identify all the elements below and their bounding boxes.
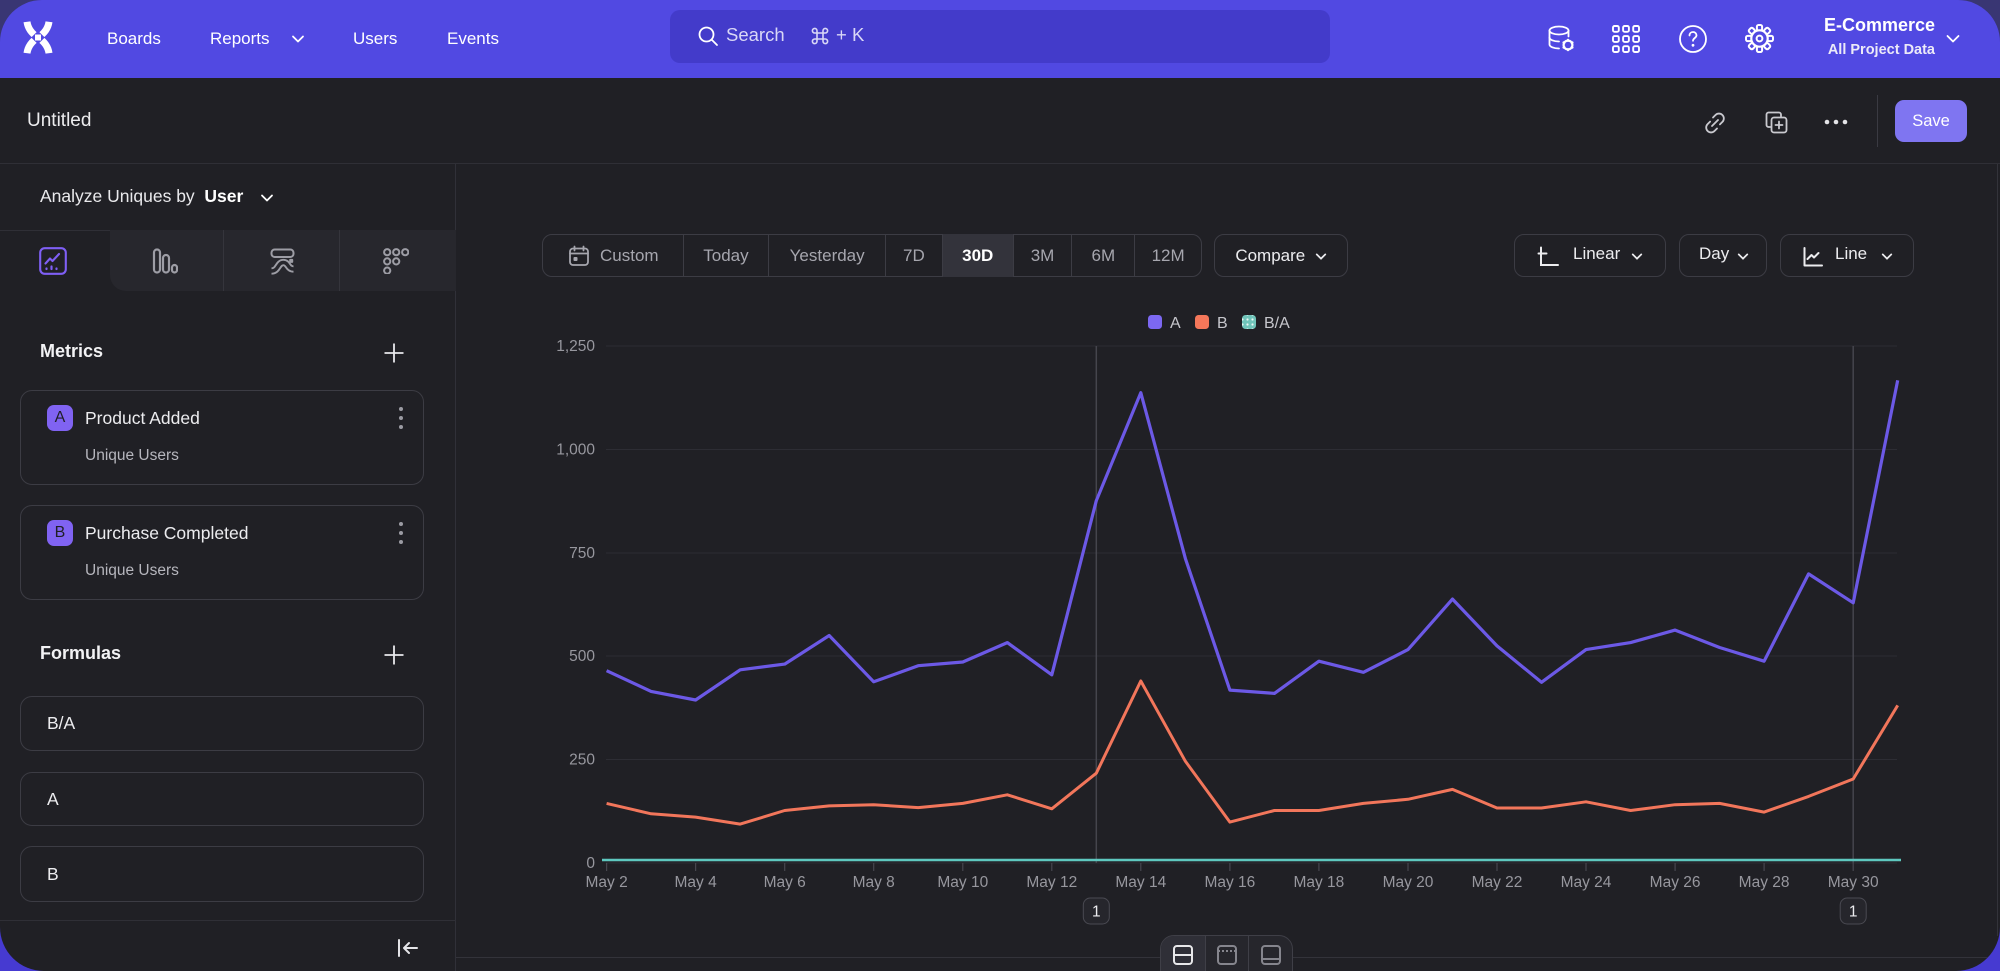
svg-text:May 20: May 20 [1383, 874, 1434, 891]
svg-text:1,000: 1,000 [556, 441, 595, 458]
svg-text:May 28: May 28 [1739, 874, 1790, 891]
svg-text:B/A: B/A [1264, 315, 1290, 332]
svg-text:0: 0 [586, 855, 595, 872]
svg-text:May 12: May 12 [1026, 874, 1077, 891]
svg-text:May 4: May 4 [674, 874, 717, 891]
svg-text:1,250: 1,250 [556, 338, 595, 355]
svg-text:May 26: May 26 [1650, 874, 1701, 891]
svg-text:May 22: May 22 [1472, 874, 1523, 891]
svg-text:May 30: May 30 [1828, 874, 1879, 891]
svg-text:250: 250 [569, 752, 595, 769]
svg-text:May 18: May 18 [1293, 874, 1344, 891]
svg-text:May 8: May 8 [853, 874, 895, 891]
svg-text:May 10: May 10 [937, 874, 988, 891]
svg-text:1: 1 [1092, 904, 1101, 921]
svg-text:May 16: May 16 [1204, 874, 1255, 891]
svg-text:1: 1 [1849, 904, 1858, 921]
svg-text:A: A [1170, 315, 1181, 332]
svg-text:500: 500 [569, 648, 595, 665]
svg-text:May 24: May 24 [1561, 874, 1612, 891]
svg-text:750: 750 [569, 545, 595, 562]
svg-text:May 14: May 14 [1115, 874, 1166, 891]
svg-text:May 6: May 6 [764, 874, 806, 891]
svg-text:B: B [1217, 315, 1228, 332]
svg-text:May 2: May 2 [585, 874, 627, 891]
